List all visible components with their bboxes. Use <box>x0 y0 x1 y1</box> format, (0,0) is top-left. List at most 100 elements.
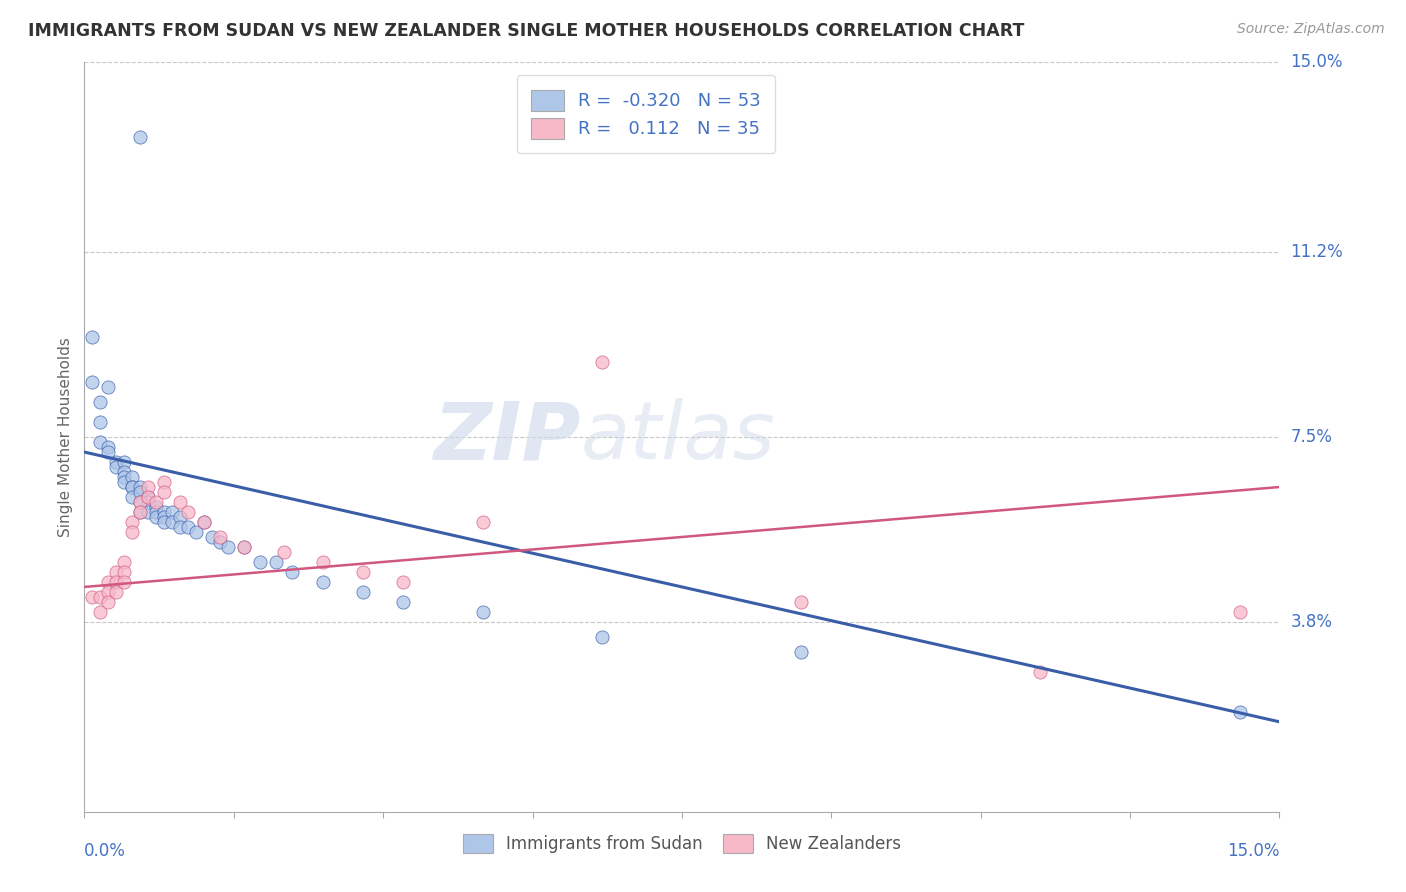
Point <box>105 565 128 579</box>
Point <box>129 480 152 494</box>
Point <box>136 505 159 519</box>
Point <box>1229 705 1251 719</box>
Point <box>121 480 143 494</box>
Point <box>160 505 183 519</box>
Point <box>105 585 128 599</box>
Point <box>112 565 135 579</box>
Point <box>153 515 176 529</box>
Point <box>145 505 167 519</box>
Point <box>264 555 287 569</box>
Point <box>193 515 215 529</box>
Text: 3.8%: 3.8% <box>1291 613 1333 631</box>
Point <box>1029 665 1052 679</box>
Point <box>169 510 191 524</box>
Point <box>129 495 152 509</box>
Point <box>112 465 135 479</box>
Point <box>312 574 335 589</box>
Text: 7.5%: 7.5% <box>1291 428 1333 446</box>
Point <box>160 515 183 529</box>
Point <box>273 545 295 559</box>
Point <box>121 470 143 484</box>
Point <box>82 590 104 604</box>
Point <box>208 535 231 549</box>
Point <box>112 470 135 484</box>
Point <box>89 605 111 619</box>
Point <box>145 500 167 514</box>
Text: 15.0%: 15.0% <box>1227 842 1279 860</box>
Point <box>82 330 104 344</box>
Point <box>97 585 120 599</box>
Point <box>89 415 111 429</box>
Point <box>112 475 135 489</box>
Point <box>232 540 254 554</box>
Point <box>1229 605 1251 619</box>
Point <box>280 565 302 579</box>
Point <box>112 555 135 569</box>
Point <box>232 540 254 554</box>
Point <box>153 485 176 500</box>
Point <box>89 435 111 450</box>
Point <box>591 630 613 644</box>
Point <box>136 480 159 494</box>
Point <box>97 445 120 459</box>
Point <box>121 490 143 504</box>
Point <box>312 555 335 569</box>
Point <box>121 515 143 529</box>
Point <box>184 524 207 539</box>
Point <box>112 455 135 469</box>
Point <box>97 380 120 394</box>
Point <box>105 460 128 475</box>
Point <box>97 574 120 589</box>
Text: 0.0%: 0.0% <box>84 842 127 860</box>
Point <box>591 355 613 369</box>
Point <box>790 595 813 609</box>
Point <box>352 585 374 599</box>
Text: atlas: atlas <box>581 398 775 476</box>
Text: 15.0%: 15.0% <box>1291 54 1343 71</box>
Point <box>121 480 143 494</box>
Point <box>249 555 271 569</box>
Point <box>136 490 159 504</box>
Point <box>153 510 176 524</box>
Point <box>145 510 167 524</box>
Point <box>89 590 111 604</box>
Text: 11.2%: 11.2% <box>1291 244 1343 261</box>
Point <box>153 475 176 489</box>
Point <box>129 130 152 145</box>
Point <box>169 520 191 534</box>
Point <box>82 375 104 389</box>
Point <box>208 530 231 544</box>
Point <box>97 595 120 609</box>
Point <box>352 565 374 579</box>
Point <box>169 495 191 509</box>
Point <box>105 455 128 469</box>
Point <box>129 505 152 519</box>
Legend: Immigrants from Sudan, New Zealanders: Immigrants from Sudan, New Zealanders <box>456 827 908 860</box>
Point <box>177 520 200 534</box>
Point <box>392 595 415 609</box>
Point <box>790 645 813 659</box>
Point <box>201 530 224 544</box>
Point <box>145 495 167 509</box>
Text: ZIP: ZIP <box>433 398 581 476</box>
Point <box>471 605 494 619</box>
Point <box>89 395 111 409</box>
Point <box>105 574 128 589</box>
Text: Source: ZipAtlas.com: Source: ZipAtlas.com <box>1237 22 1385 37</box>
Point <box>129 485 152 500</box>
Y-axis label: Single Mother Households: Single Mother Households <box>58 337 73 537</box>
Point <box>112 574 135 589</box>
Point <box>217 540 239 554</box>
Point <box>97 440 120 454</box>
Point <box>471 515 494 529</box>
Point <box>136 495 159 509</box>
Point <box>392 574 415 589</box>
Point <box>121 524 143 539</box>
Point <box>136 490 159 504</box>
Point <box>193 515 215 529</box>
Point <box>129 505 152 519</box>
Point <box>129 495 152 509</box>
Point <box>153 505 176 519</box>
Text: IMMIGRANTS FROM SUDAN VS NEW ZEALANDER SINGLE MOTHER HOUSEHOLDS CORRELATION CHAR: IMMIGRANTS FROM SUDAN VS NEW ZEALANDER S… <box>28 22 1025 40</box>
Point <box>177 505 200 519</box>
